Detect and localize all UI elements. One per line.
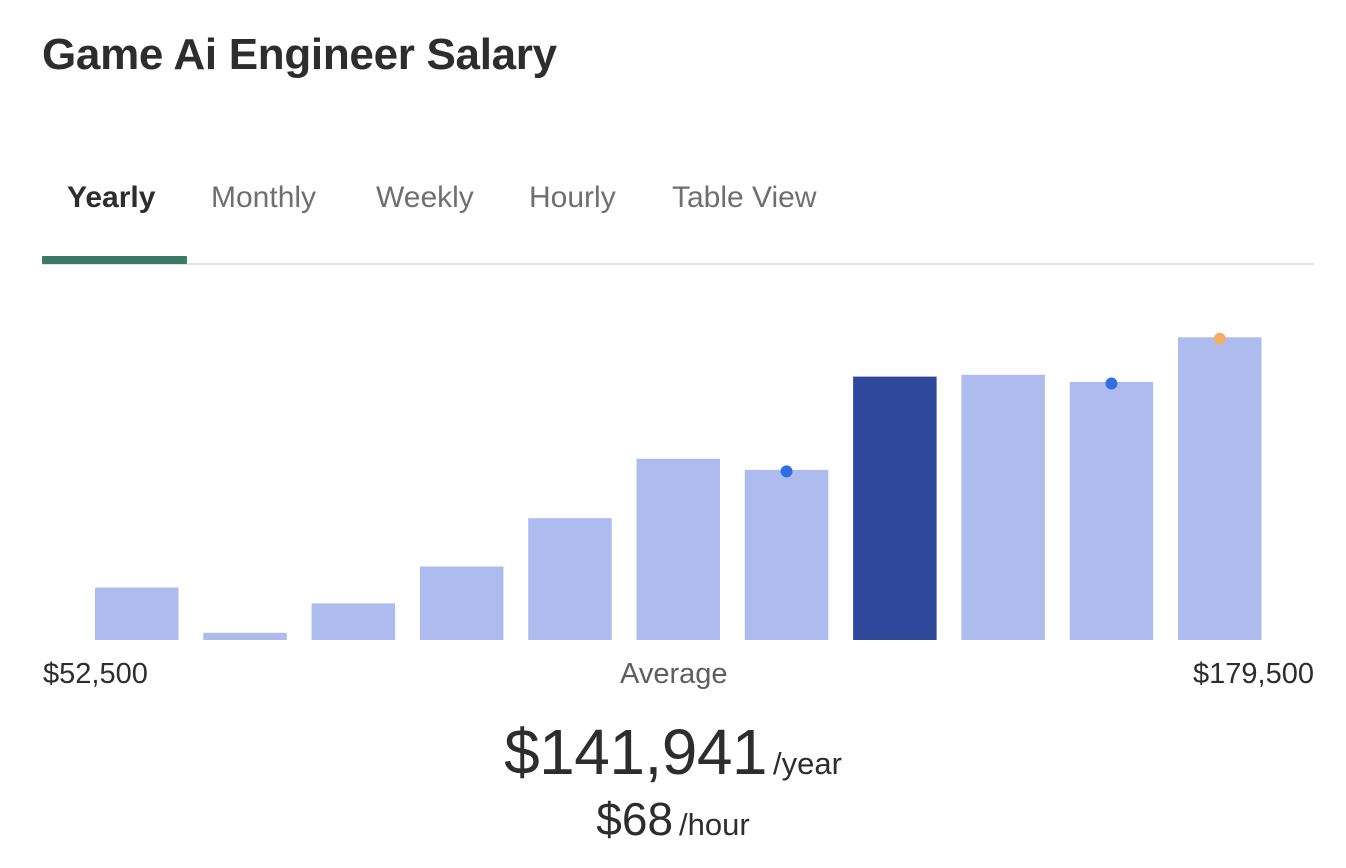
yearly-salary-unit: /year [773, 746, 842, 781]
pay-period-tabs: Yearly Monthly Weekly Hourly Table View [42, 160, 1314, 265]
tab-table-view[interactable]: Table View [672, 181, 817, 214]
bar-6[interactable] [636, 458, 721, 640]
bar-11[interactable] [1178, 337, 1262, 640]
tabs-divider [42, 263, 1314, 265]
hourly-salary: $68/hour [0, 792, 1346, 846]
bar-4[interactable] [419, 566, 504, 641]
hourly-salary-amount: $68 [596, 793, 674, 845]
axis-min-label: $52,500 [43, 658, 148, 690]
yearly-salary: $141,941/year [0, 715, 1346, 789]
axis-max-label: $179,500 [1193, 658, 1314, 690]
bar-marker-2 [1105, 377, 1118, 390]
bar-1[interactable] [95, 587, 179, 641]
bar-marker-3 [1213, 332, 1226, 345]
tab-weekly[interactable]: Weekly [376, 181, 474, 214]
bar-7[interactable] [744, 469, 829, 640]
page-title: Game Ai Engineer Salary [42, 30, 557, 79]
bar-10[interactable] [1069, 382, 1154, 640]
bar-2[interactable] [203, 632, 287, 640]
tab-monthly[interactable]: Monthly [211, 181, 317, 214]
bar-marker-1 [780, 465, 793, 478]
tab-hourly[interactable]: Hourly [529, 181, 616, 214]
bar-9[interactable] [961, 374, 1045, 640]
bar-3[interactable] [311, 603, 396, 640]
bar-5[interactable] [528, 518, 612, 640]
hourly-salary-unit: /hour [679, 807, 750, 842]
active-tab-indicator [42, 256, 187, 264]
tab-yearly[interactable]: Yearly [67, 181, 156, 214]
bar-8[interactable] [853, 376, 937, 640]
salary-distribution-chart [95, 332, 1262, 641]
axis-center-label: Average [620, 658, 728, 690]
yearly-salary-amount: $141,941 [504, 716, 767, 788]
